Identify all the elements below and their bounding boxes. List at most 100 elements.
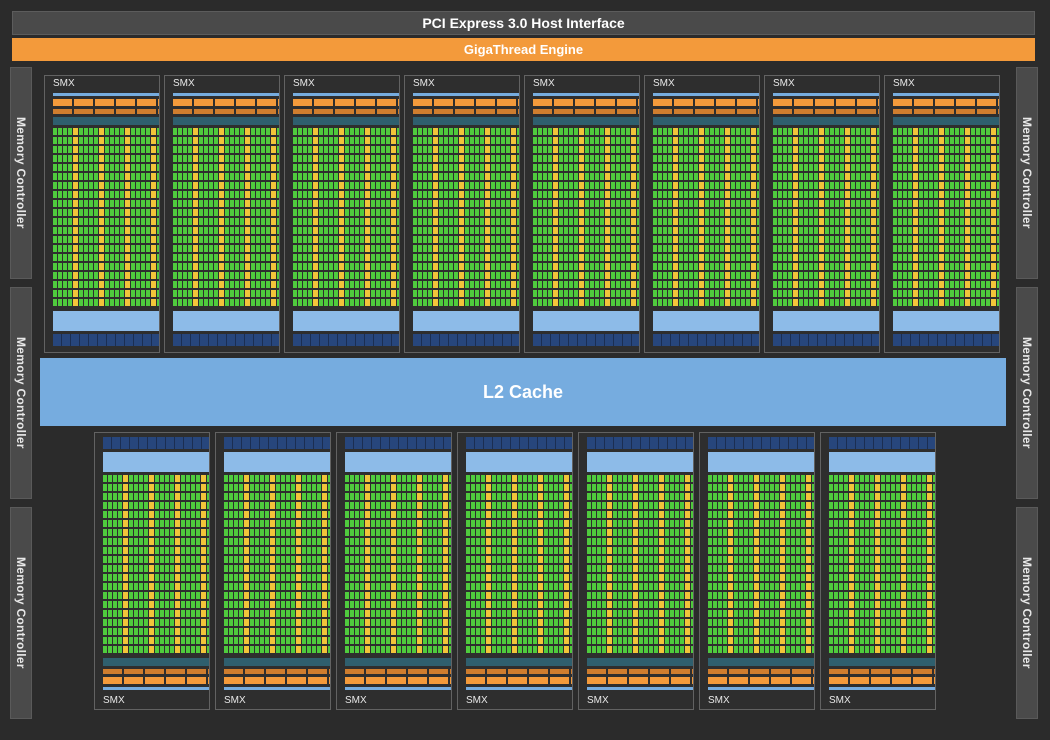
texture-unit-row xyxy=(345,437,451,449)
warp-scheduler-strip xyxy=(103,687,209,690)
l2-cache-label: L2 Cache xyxy=(482,381,564,402)
smx-bottom-6: SMX xyxy=(699,432,815,710)
dispatch-unit-row-2 xyxy=(345,669,451,674)
register-file-bar xyxy=(708,658,814,666)
shared-memory-block xyxy=(345,452,451,472)
register-file-bar xyxy=(224,658,330,666)
dispatch-unit-row-2 xyxy=(173,109,279,114)
smx-label: SMX xyxy=(829,695,851,706)
texture-unit-row xyxy=(53,334,159,346)
smx-label: SMX xyxy=(103,695,125,706)
cuda-core-grid xyxy=(413,128,519,308)
dispatch-unit-row xyxy=(773,99,879,106)
cuda-core-grid xyxy=(653,128,759,308)
shared-memory-block xyxy=(224,452,330,472)
texture-unit-row xyxy=(466,437,572,449)
smx-label: SMX xyxy=(173,78,195,89)
texture-unit-row xyxy=(773,334,879,346)
smx-top-4: SMX xyxy=(404,75,520,353)
dispatch-unit-row xyxy=(345,677,451,684)
memory-controller-right-3: Memory Controller xyxy=(1016,507,1038,719)
smx-top-7: SMX xyxy=(764,75,880,353)
dispatch-unit-row xyxy=(533,99,639,106)
shared-memory-block xyxy=(708,452,814,472)
register-file-bar xyxy=(173,117,279,125)
smx-bottom-5: SMX xyxy=(578,432,694,710)
memory-controller-label: Memory Controller xyxy=(1020,337,1034,449)
register-file-bar xyxy=(773,117,879,125)
shared-memory-block xyxy=(773,311,879,331)
shared-memory-block xyxy=(53,311,159,331)
dispatch-unit-row-2 xyxy=(829,669,935,674)
shared-memory-block xyxy=(653,311,759,331)
memory-controller-right-1: Memory Controller xyxy=(1016,67,1038,279)
shared-memory-block xyxy=(173,311,279,331)
texture-unit-row xyxy=(224,437,330,449)
warp-scheduler-strip xyxy=(708,687,814,690)
shared-memory-block xyxy=(587,452,693,472)
warp-scheduler-strip xyxy=(893,93,999,96)
texture-unit-row xyxy=(413,334,519,346)
smx-label: SMX xyxy=(53,78,75,89)
memory-controller-left-1: Memory Controller xyxy=(10,67,32,279)
smx-label: SMX xyxy=(533,78,555,89)
texture-unit-row xyxy=(103,437,209,449)
memory-controller-label: Memory Controller xyxy=(1020,557,1034,669)
smx-label: SMX xyxy=(466,695,488,706)
texture-unit-row xyxy=(533,334,639,346)
smx-label: SMX xyxy=(224,695,246,706)
dispatch-unit-row xyxy=(53,99,159,106)
memory-controller-label: Memory Controller xyxy=(14,337,28,449)
register-file-bar xyxy=(893,117,999,125)
dispatch-unit-row xyxy=(829,677,935,684)
dispatch-unit-row-2 xyxy=(293,109,399,114)
dispatch-unit-row xyxy=(708,677,814,684)
warp-scheduler-strip xyxy=(173,93,279,96)
dispatch-unit-row-2 xyxy=(708,669,814,674)
texture-unit-row xyxy=(653,334,759,346)
register-file-bar xyxy=(533,117,639,125)
register-file-bar xyxy=(587,658,693,666)
smx-top-1: SMX xyxy=(44,75,160,353)
smx-top-5: SMX xyxy=(524,75,640,353)
warp-scheduler-strip xyxy=(413,93,519,96)
texture-unit-row xyxy=(173,334,279,346)
warp-scheduler-strip xyxy=(293,93,399,96)
pci-express-label: PCI Express 3.0 Host Interface xyxy=(422,15,625,31)
dispatch-unit-row-2 xyxy=(587,669,693,674)
shared-memory-block xyxy=(293,311,399,331)
smx-top-3: SMX xyxy=(284,75,400,353)
texture-unit-row xyxy=(708,437,814,449)
memory-controller-label: Memory Controller xyxy=(14,117,28,229)
dispatch-unit-row-2 xyxy=(413,109,519,114)
smx-top-2: SMX xyxy=(164,75,280,353)
l2-cache: L2 Cache xyxy=(40,358,1006,426)
texture-unit-row xyxy=(893,334,999,346)
smx-top-8: SMX xyxy=(884,75,1000,353)
smx-bottom-4: SMX xyxy=(457,432,573,710)
smx-bottom-1: SMX xyxy=(94,432,210,710)
warp-scheduler-strip xyxy=(829,687,935,690)
smx-label: SMX xyxy=(345,695,367,706)
smx-label: SMX xyxy=(893,78,915,89)
cuda-core-grid xyxy=(893,128,999,308)
register-file-bar xyxy=(345,658,451,666)
cuda-core-grid xyxy=(829,475,935,655)
dispatch-unit-row xyxy=(893,99,999,106)
warp-scheduler-strip xyxy=(466,687,572,690)
smx-top-6: SMX xyxy=(644,75,760,353)
gigathread-label: GigaThread Engine xyxy=(463,42,584,57)
dispatch-unit-row xyxy=(293,99,399,106)
texture-unit-row xyxy=(293,334,399,346)
cuda-core-grid xyxy=(173,128,279,308)
smx-bottom-7: SMX xyxy=(820,432,936,710)
dispatch-unit-row-2 xyxy=(466,669,572,674)
shared-memory-block xyxy=(829,452,935,472)
shared-memory-block xyxy=(103,452,209,472)
register-file-bar xyxy=(53,117,159,125)
cuda-core-grid xyxy=(773,128,879,308)
shared-memory-block xyxy=(413,311,519,331)
register-file-bar xyxy=(829,658,935,666)
cuda-core-grid xyxy=(53,128,159,308)
dispatch-unit-row-2 xyxy=(653,109,759,114)
